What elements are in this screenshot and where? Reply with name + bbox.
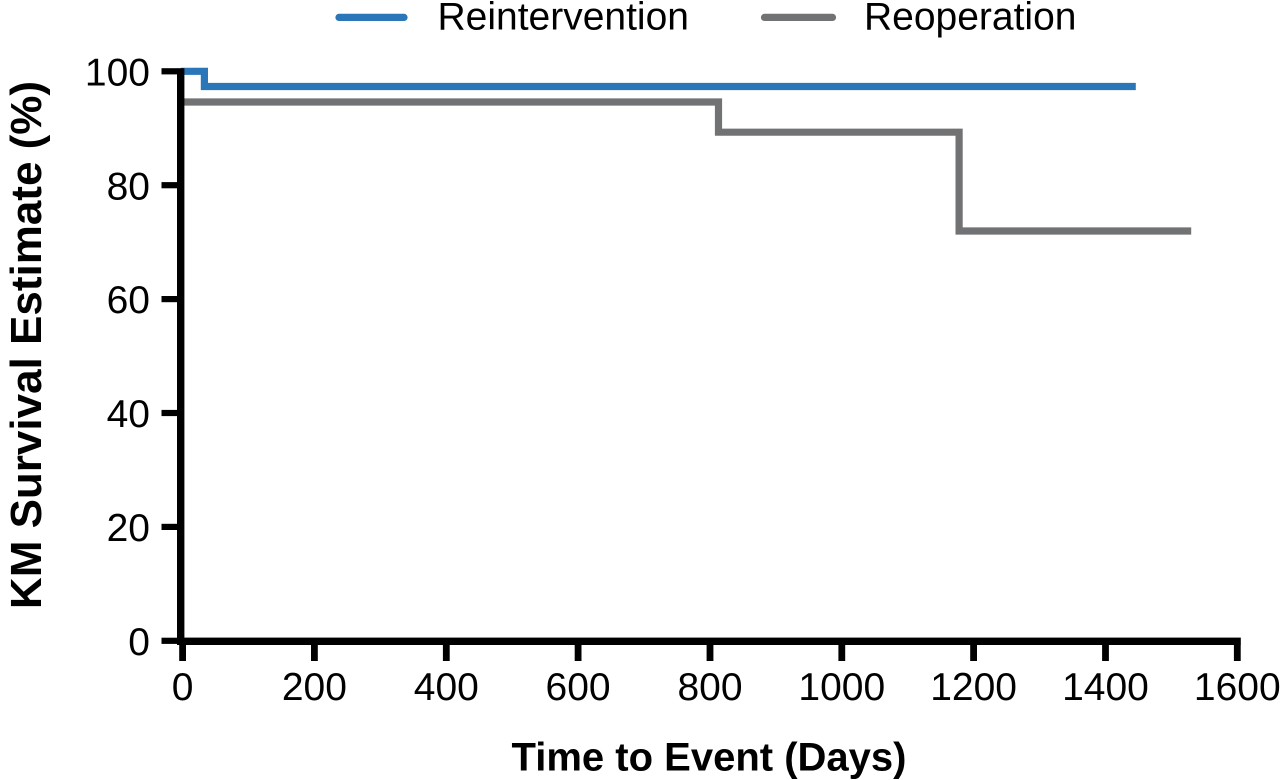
svg-text:100: 100: [85, 51, 150, 94]
svg-text:600: 600: [546, 666, 611, 709]
svg-text:Reoperation: Reoperation: [864, 0, 1076, 38]
svg-text:20: 20: [107, 507, 150, 550]
svg-text:40: 40: [107, 393, 150, 436]
svg-text:1400: 1400: [1062, 666, 1149, 709]
svg-text:400: 400: [414, 666, 479, 709]
svg-text:1200: 1200: [930, 666, 1017, 709]
svg-text:0: 0: [172, 666, 194, 709]
svg-text:80: 80: [107, 165, 150, 208]
svg-text:1000: 1000: [798, 666, 885, 709]
svg-text:800: 800: [677, 666, 742, 709]
svg-text:KM Survival Estimate (%): KM Survival Estimate (%): [2, 81, 51, 609]
svg-text:0: 0: [128, 621, 150, 664]
svg-text:Time to Event (Days): Time to Event (Days): [512, 735, 907, 779]
svg-text:1600: 1600: [1194, 666, 1280, 709]
svg-text:60: 60: [107, 279, 150, 322]
svg-text:200: 200: [282, 666, 347, 709]
svg-text:Reintervention: Reintervention: [438, 0, 689, 38]
